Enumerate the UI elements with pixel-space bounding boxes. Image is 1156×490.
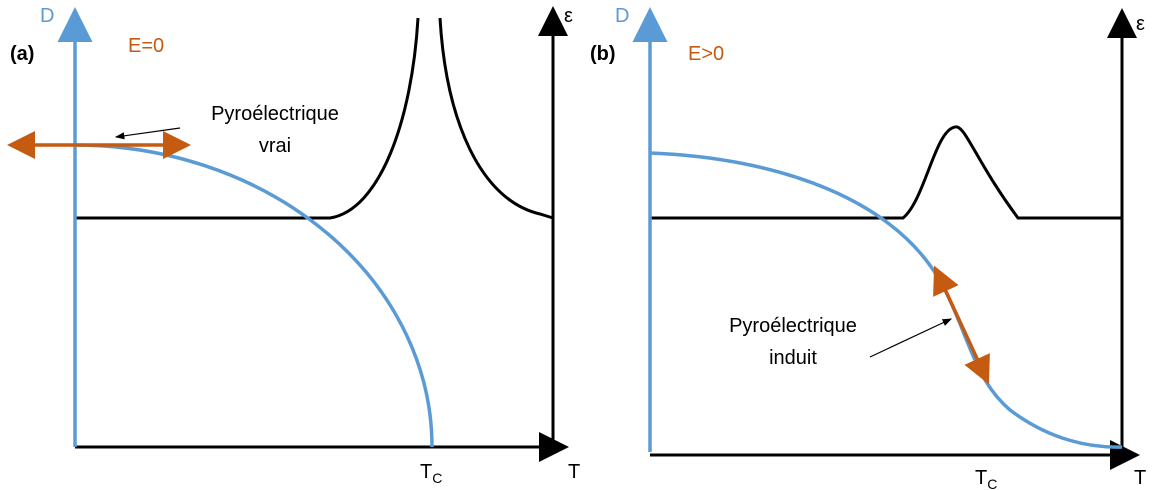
pointer: [114, 127, 181, 140]
panel-label: (a): [10, 43, 34, 65]
epsilon-curve: [75, 17, 554, 220]
tc-sub: C: [432, 470, 442, 486]
condition: E>0: [688, 43, 724, 65]
epsilon-curve: [650, 125, 1122, 220]
condition: E=0: [128, 35, 164, 57]
x-label: T: [568, 461, 580, 483]
pointer: [869, 318, 953, 358]
annotation: Pyroélectrique: [211, 103, 339, 125]
tangent-arrow: [933, 265, 990, 385]
panel-b: D ε (b) E>0 Pyroélectrique induit T TC: [590, 5, 1146, 490]
panel-a: D ε (a) E=0 Pyroélectrique vrai T TC: [7, 5, 580, 486]
annotation: Pyroélectrique: [729, 315, 857, 337]
tc-sub: C: [987, 476, 997, 490]
d-curve: [74, 143, 434, 448]
y-label: D: [40, 5, 54, 27]
tc-main: T: [975, 467, 987, 489]
eps-label: ε: [564, 5, 573, 27]
x-label: T: [1134, 467, 1146, 489]
tc-label: TC: [420, 461, 442, 486]
tc-main: T: [420, 461, 432, 483]
y-label: D: [615, 5, 629, 27]
d-curve: [649, 151, 1123, 449]
tc-label: TC: [975, 467, 997, 490]
eps-label: ε: [1136, 13, 1145, 35]
annotation: vrai: [259, 135, 291, 157]
annotation: induit: [769, 347, 817, 369]
panel-label: (b): [590, 43, 616, 65]
